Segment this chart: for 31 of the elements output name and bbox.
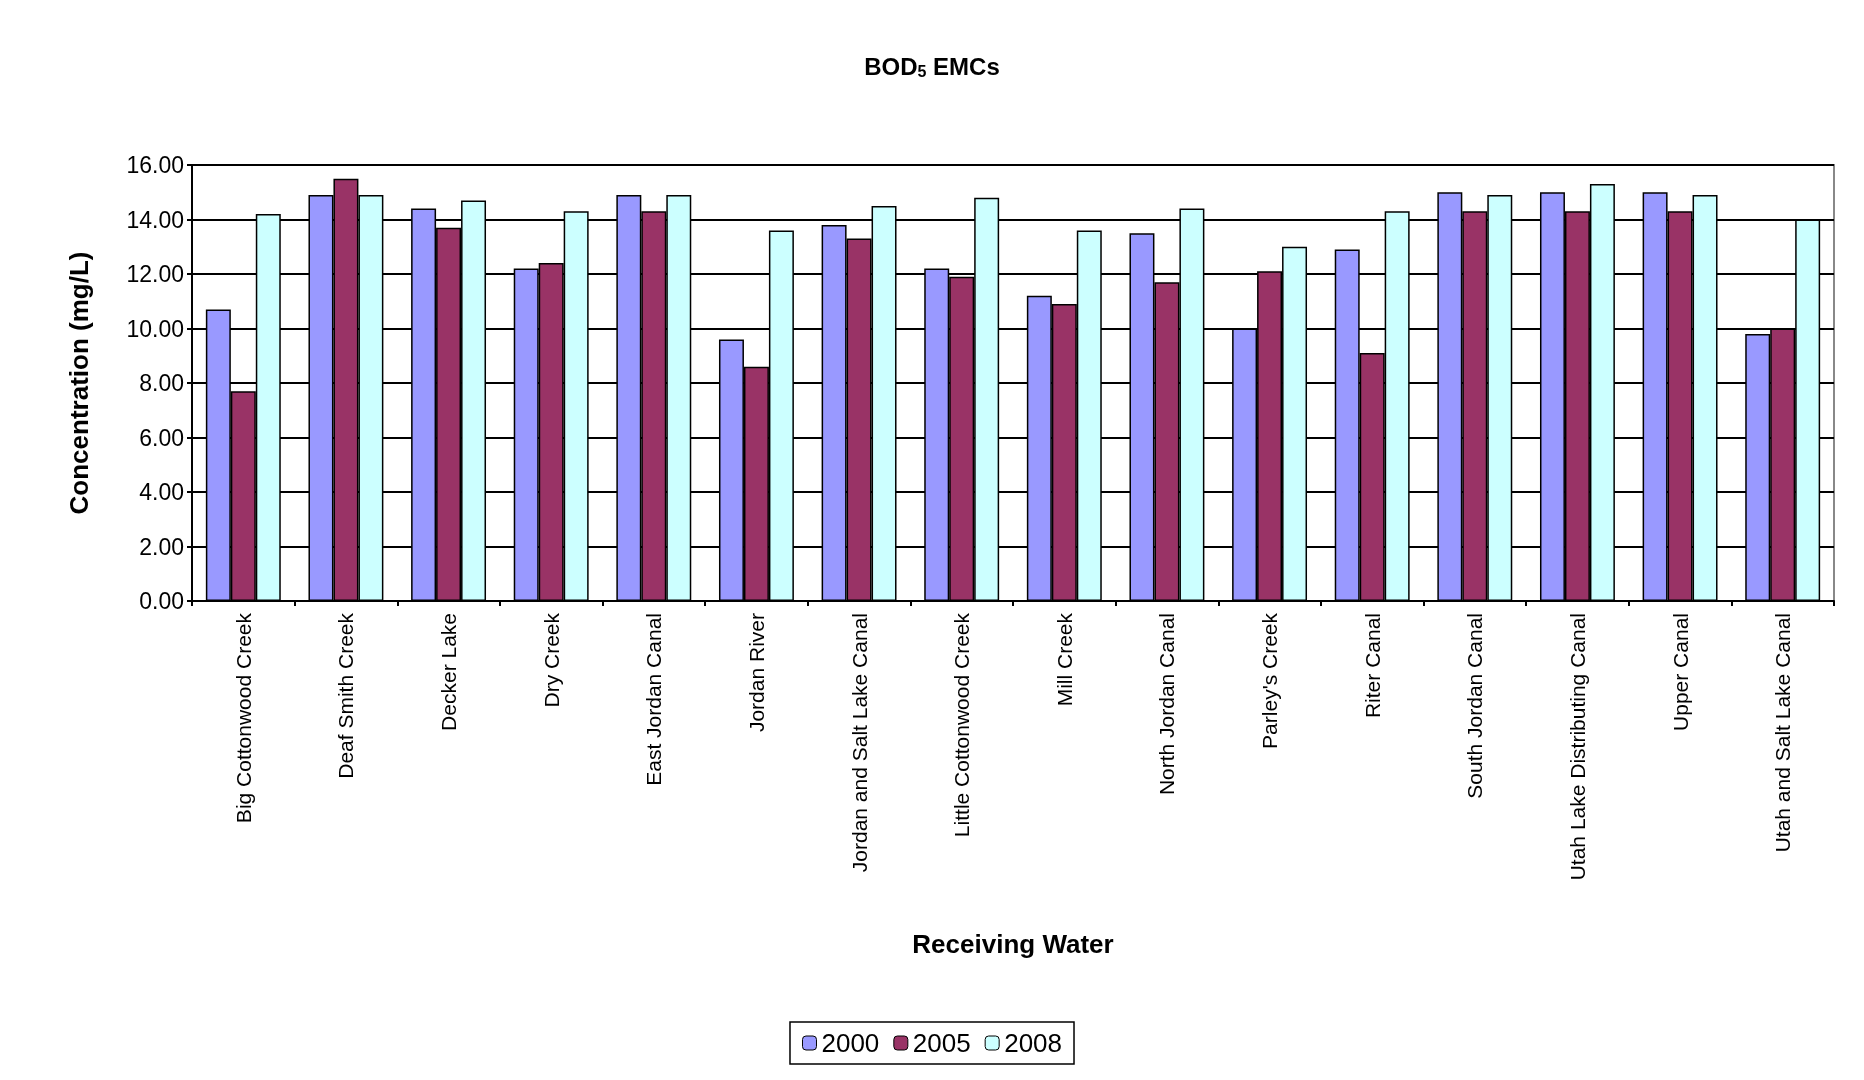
x-tick-label: Deaf Smith Creek bbox=[334, 612, 358, 779]
x-axis-title: Receiving Water bbox=[912, 929, 1114, 959]
x-tick-label: South Jordan Canal bbox=[1463, 613, 1487, 799]
legend-label: 2005 bbox=[912, 1028, 971, 1058]
x-tick-label: Utah and Salt Lake Canal bbox=[1771, 613, 1795, 853]
chart-title: BOD5 EMCs bbox=[864, 52, 1000, 80]
x-tick-label: Upper Canal bbox=[1668, 613, 1692, 731]
legend-label: 2008 bbox=[1004, 1028, 1063, 1058]
y-tick-label: 6.00 bbox=[139, 424, 184, 451]
y-tick-label: 16.00 bbox=[126, 152, 184, 178]
x-tick-label: Big Cottonwood Creek bbox=[231, 612, 255, 824]
y-tick-label: 4.00 bbox=[139, 479, 184, 505]
x-tick-label: North Jordan Canal bbox=[1155, 613, 1179, 796]
y-tick-label: 8.00 bbox=[139, 370, 184, 396]
x-tick-label: Parley's Creek bbox=[1258, 612, 1282, 749]
y-tick-label: 0.00 bbox=[139, 588, 184, 614]
y-tick-label: 10.00 bbox=[126, 315, 184, 342]
y-tick-label: 12.00 bbox=[126, 261, 184, 287]
y-tick-label: 2.00 bbox=[139, 533, 184, 560]
x-tick-label: Decker Lake bbox=[437, 613, 461, 731]
x-tick-label: Little Cottonwood Creek bbox=[950, 612, 974, 838]
y-tick-label: 14.00 bbox=[126, 206, 184, 233]
x-tick-label: Utah Lake Distributing Canal bbox=[1565, 613, 1589, 881]
x-tick-label: Riter Canal bbox=[1360, 613, 1384, 719]
legend-label: 2000 bbox=[821, 1028, 880, 1058]
y-axis-title: Concentration (mg/L) bbox=[64, 251, 94, 515]
x-tick-label: East Jordan Canal bbox=[642, 613, 666, 786]
x-tick-label: Dry Creek bbox=[539, 612, 563, 708]
x-tick-label: Jordan and Salt Lake Canal bbox=[847, 613, 871, 873]
x-tick-label: Mill Creek bbox=[1052, 612, 1076, 707]
x-tick-label: Jordan River bbox=[744, 613, 768, 733]
